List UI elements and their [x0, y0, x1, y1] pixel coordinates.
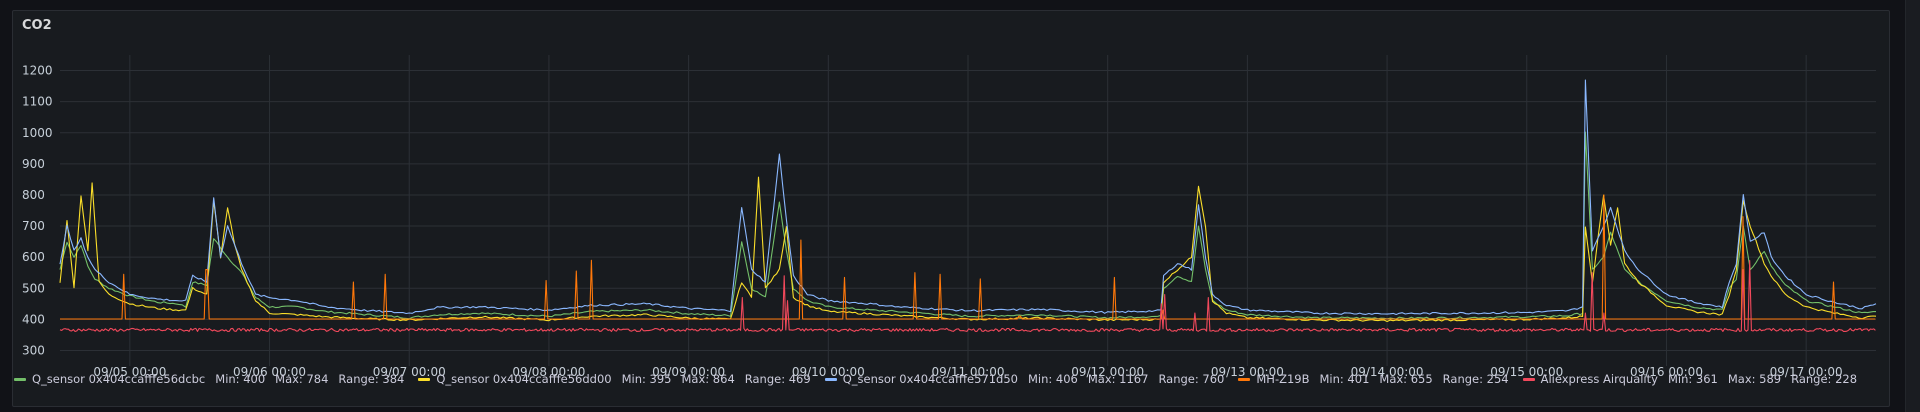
- y-tick-label: 700: [22, 219, 45, 233]
- y-tick-label: 600: [22, 250, 45, 264]
- x-tick-label: 09/17 00:00: [1770, 365, 1843, 379]
- co2-panel: CO2: [12, 10, 1890, 407]
- chart-grid: [60, 55, 1876, 366]
- legend-stat-min: Min: 395: [621, 372, 672, 386]
- x-tick-label: 09/08 00:00: [512, 365, 585, 379]
- series-line: [60, 194, 1876, 320]
- x-tick-label: 09/14 00:00: [1351, 365, 1424, 379]
- legend-stat-max: Max: 655: [1379, 372, 1433, 386]
- x-tick-label: 09/05 00:00: [93, 365, 166, 379]
- x-tick-label: 09/12 00:00: [1071, 365, 1144, 379]
- legend-swatch: [14, 377, 26, 381]
- legend-stat-min: Min: 361: [1667, 372, 1718, 386]
- x-tick-label: 09/06 00:00: [233, 365, 306, 379]
- legend-stat-min: Min: 400: [215, 372, 266, 386]
- legend-series-name: Q_sensor 0x404ccafffe56dcbc: [32, 372, 206, 386]
- y-tick-label: 500: [22, 281, 45, 295]
- legend-stat-range: Range: 469: [744, 372, 811, 386]
- legend-stat-max: Max: 864: [681, 372, 735, 386]
- legend-item[interactable]: Q_sensor 0x404ccafffe56dd00 Min: 395 Max: …: [418, 372, 811, 386]
- legend-series-name: MH-Z19B: [1256, 372, 1310, 386]
- series-line: [59, 176, 1877, 323]
- x-tick-label: 09/13 00:00: [1211, 365, 1284, 379]
- panel-title[interactable]: CO2: [22, 18, 52, 33]
- x-tick-label: 09/07 00:00: [373, 365, 446, 379]
- legend-stat-min: Min: 406: [1027, 372, 1078, 386]
- legend-stat-max: Max: 1167: [1087, 372, 1149, 386]
- legend-swatch: [1522, 377, 1535, 381]
- y-tick-label: 1100: [22, 95, 53, 109]
- x-tick-label: 09/10 00:00: [792, 365, 865, 379]
- legend-stat-max: Max: 784: [275, 372, 329, 386]
- legend-series-name: Q_sensor 0x404ccafffe571d50: [842, 372, 1018, 386]
- y-tick-label: 1200: [22, 64, 53, 78]
- legend-stat-range: Range: 254: [1442, 372, 1509, 386]
- y-tick-label: 300: [22, 343, 45, 357]
- legend-stat-min: Min: 401: [1319, 372, 1370, 386]
- chart-legend: Q_sensor 0x404ccafffe56dcbc Min: 400 Max: …: [14, 372, 1857, 386]
- series-line: [59, 260, 1876, 333]
- legend-item[interactable]: Q_sensor 0x404ccafffe56dcbc Min: 400 Max: …: [14, 372, 404, 386]
- legend-series-name: Q_sensor 0x404ccafffe56dd00: [436, 372, 612, 386]
- legend-series-name: Aliexpress Airquality: [1540, 372, 1658, 386]
- y-tick-label: 900: [22, 157, 45, 171]
- x-tick-label: 09/11 00:00: [932, 365, 1005, 379]
- chart-series: [59, 79, 1877, 333]
- x-tick-label: 09/09 00:00: [652, 365, 725, 379]
- x-tick-label: 09/16 00:00: [1630, 365, 1703, 379]
- y-axis-ticks: 300 400 500 600 700 800 900 1000 1100 1200: [22, 64, 53, 358]
- legend-item[interactable]: Q_sensor 0x404ccafffe571d50 Min: 406 Max: …: [824, 372, 1225, 386]
- scrollbar[interactable]: [1905, 0, 1920, 412]
- y-tick-label: 400: [22, 312, 45, 326]
- legend-item[interactable]: Aliexpress Airquality Min: 361 Max: 589 Ran…: [1522, 372, 1858, 386]
- x-axis-ticks: 09/05 00:00 09/06 00:00 09/07 00:00 09/08 0…: [93, 365, 1842, 379]
- legend-item[interactable]: MH-Z19B Min: 401 Max: 655 Range: 254: [1238, 372, 1509, 386]
- legend-stat-range: Range: 384: [338, 372, 405, 386]
- x-tick-label: 09/15 00:00: [1490, 365, 1563, 379]
- legend-swatch: [824, 377, 837, 381]
- legend-swatch: [1238, 377, 1251, 381]
- y-tick-label: 800: [22, 188, 45, 202]
- legend-swatch: [418, 377, 431, 381]
- y-tick-label: 1000: [22, 126, 53, 140]
- legend-stat-range: Range: 228: [1791, 372, 1858, 386]
- legend-stat-max: Max: 589: [1727, 372, 1782, 386]
- legend-stat-range: Range: 760: [1158, 372, 1225, 386]
- series-line: [59, 131, 1876, 320]
- series-line: [59, 79, 1877, 316]
